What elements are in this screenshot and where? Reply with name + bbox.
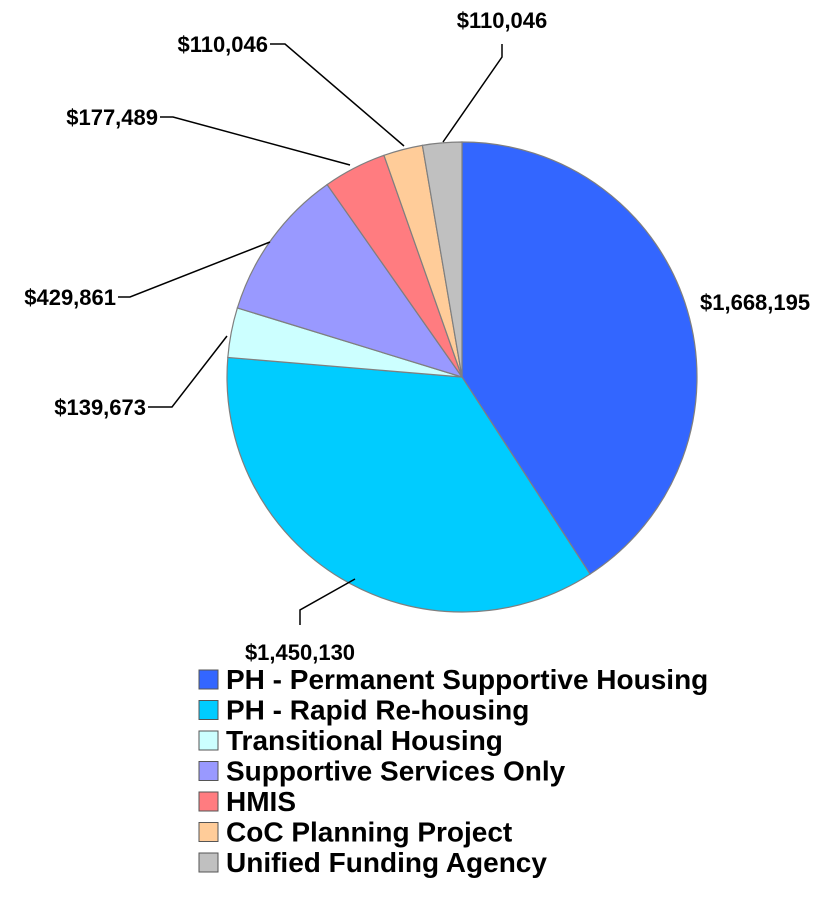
legend-swatch xyxy=(198,730,219,751)
legend-item-hmis: HMIS xyxy=(198,786,296,817)
leader-line-coc-planning-project xyxy=(270,43,405,147)
leader-line-unified-funding-agency xyxy=(442,44,503,143)
legend-swatch xyxy=(198,791,219,812)
legend-item-ph-permanent-supportive-housing: PH - Permanent Supportive Housing xyxy=(198,664,708,695)
legend-item-coc-planning-project: CoC Planning Project xyxy=(198,817,512,848)
data-label-unified-funding-agency: $110,046 xyxy=(457,8,548,33)
leader-line-supportive-services-only xyxy=(118,241,271,298)
data-label-supportive-services-only: $429,861 xyxy=(24,285,116,310)
legend-item-unified-funding-agency: Unified Funding Agency xyxy=(198,847,547,878)
data-label-ph-rapid-re-housing: $1,450,130 xyxy=(245,640,355,665)
pie-slices xyxy=(226,141,698,613)
legend-item-supportive-services-only: Supportive Services Only xyxy=(198,756,566,787)
legend-swatch xyxy=(198,700,219,720)
legend-label: HMIS xyxy=(226,786,296,817)
legend-item-transitional-housing: Transitional Housing xyxy=(198,725,503,756)
legend-swatch xyxy=(198,669,219,690)
pie-slice-ph-rapid-re-housing xyxy=(226,356,591,613)
leader-line-transitional-housing xyxy=(148,335,228,408)
legend-label: PH - Permanent Supportive Housing xyxy=(226,664,708,695)
leader-line-ph-rapid-re-housing xyxy=(299,578,356,625)
legend-label: CoC Planning Project xyxy=(226,817,512,848)
legend-swatch xyxy=(198,822,219,842)
pie-slice-unified-funding-agency xyxy=(421,141,463,378)
legend-swatch xyxy=(198,761,219,781)
legend-swatch xyxy=(198,852,219,873)
data-labels: $1,668,195 $1,450,130 $139,673 $429,861 $177… xyxy=(24,8,810,665)
pie-slice-ph-permanent-supportive-housing xyxy=(461,141,698,575)
pie-slice-supportive-services-only xyxy=(236,183,464,379)
data-label-hmis: $177,489 xyxy=(66,105,158,130)
legend-item-ph-rapid-re-housing: PH - Rapid Re-housing xyxy=(198,695,529,726)
legend-label: Unified Funding Agency xyxy=(226,847,547,878)
legend-label: Supportive Services Only xyxy=(226,756,566,787)
data-label-transitional-housing: $139,673 xyxy=(54,395,146,420)
data-label-ph-permanent-supportive-housing: $1,668,195 xyxy=(700,290,810,315)
leader-line-hmis xyxy=(160,116,351,166)
data-label-coc-planning-project: $110,046 xyxy=(177,32,268,57)
legend-label: Transitional Housing xyxy=(226,725,503,756)
legend-label: PH - Rapid Re-housing xyxy=(226,695,529,726)
leader-lines xyxy=(118,43,503,625)
